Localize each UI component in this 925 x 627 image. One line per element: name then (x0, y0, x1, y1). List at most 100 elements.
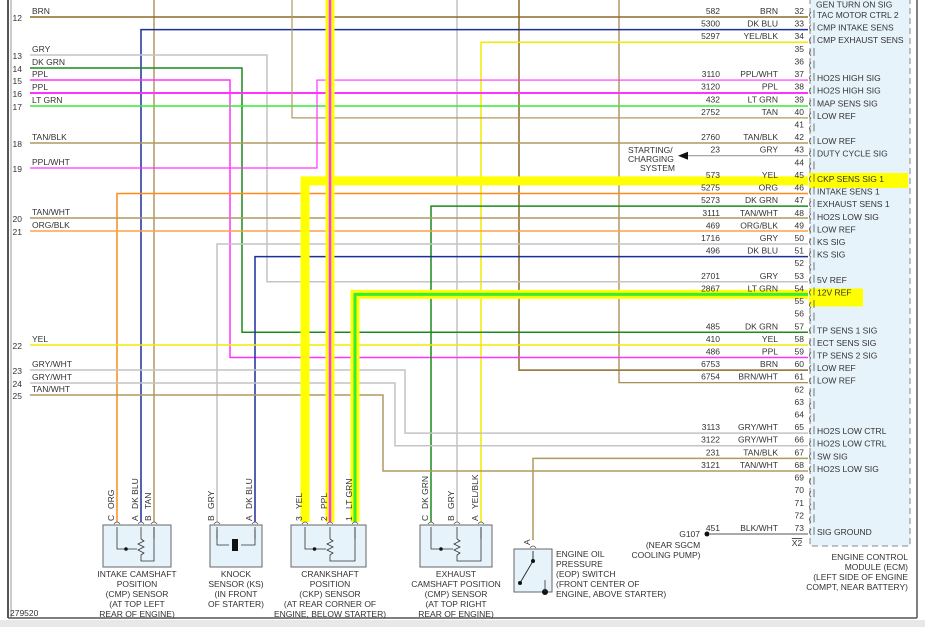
starting-charging-label: SYSTEM (640, 163, 675, 173)
wire-color-label: LT GRN (748, 94, 778, 104)
arrow-left-icon (678, 151, 688, 160)
left-pin-number: 13 (13, 51, 23, 61)
left-wire-color-label: TAN/WHT (32, 384, 70, 394)
sensor-label: CRANKSHAFT (301, 569, 359, 579)
connector-terminal-icon (809, 36, 812, 44)
sensor-label: REAR OF ENGINE) (99, 609, 175, 619)
connector-terminal-icon (809, 62, 812, 69)
ecm-pin-number: 72 (795, 510, 805, 520)
sensor-label: SENSOR (KS) (208, 579, 263, 589)
wire-25-68-tan-wht (30, 394, 808, 472)
circuit-number: 3122 (701, 435, 720, 445)
wire-color-label: YEL (762, 170, 778, 180)
sensor-terminal-icon (113, 521, 121, 525)
circuit-number: 486 (706, 346, 720, 356)
ecm-pin-function-label: CMP EXHAUST SENS (817, 35, 904, 45)
wire-color-label: GRY/WHT (738, 435, 778, 445)
connector-terminal-icon (809, 339, 812, 347)
sensor-terminal-icon (477, 521, 485, 525)
ecm-connector-id: X2 (792, 538, 803, 548)
ground-location-label: (NEAR SGCM (646, 540, 700, 550)
ecm-pin-function-label: EXHAUST SENS 1 (817, 199, 890, 209)
left-wire-color-label: BRN (32, 6, 50, 16)
left-wire-color-label: GRY/WHT (32, 372, 72, 382)
circuit-number: 2752 (701, 107, 720, 117)
left-pin-number: 25 (13, 391, 23, 401)
ecm-pin-number: 42 (795, 132, 805, 142)
sensor-wire-color: DK BLU (244, 478, 254, 509)
sensor-pin-letter: A (244, 515, 254, 521)
circuit-number: 496 (706, 246, 720, 256)
left-wire-color-label: GRY (32, 44, 51, 54)
ecm-pin-number: 60 (795, 359, 805, 369)
connector-terminal-icon (809, 289, 812, 296)
sensor-terminal-icon (301, 521, 309, 525)
connector-terminal-icon (809, 440, 812, 448)
resistor-icon (137, 527, 155, 562)
ecm-pin-function-label: CMP INTAKE SENS (817, 23, 894, 33)
junction-dot-icon (124, 547, 128, 551)
left-wire-color-label: TAN/WHT (32, 207, 70, 217)
ecm-pin-number: 53 (795, 271, 805, 281)
connector-terminal-icon (809, 390, 812, 397)
wire-color-label: PPL (762, 346, 778, 356)
sensor-wire-color: PPL (319, 493, 329, 509)
sensor-label: (CMP) SENSOR (425, 589, 488, 599)
sensor-terminal-icon (213, 521, 221, 525)
bottom-scrollbar[interactable] (0, 620, 925, 627)
ecm-pin-number: 36 (795, 56, 805, 66)
sensor-wire-color: GRY (206, 490, 216, 509)
ecm-pin-number: 66 (795, 435, 805, 445)
left-pin-number: 16 (13, 89, 23, 99)
diagram-id: 279520 (10, 608, 39, 618)
wire-51-dk-blu (254, 255, 808, 522)
ecm-pin-number: 40 (795, 107, 805, 117)
ecm-pin-number: 32 (795, 6, 805, 16)
circuit-number: 573 (706, 170, 720, 180)
sensor-wire-color: DK BLU (130, 478, 140, 509)
ecm-pin-number: 71 (795, 498, 805, 508)
wire-46-org (116, 192, 808, 522)
ecm-pin-number: 65 (795, 422, 805, 432)
circuit-number: 3121 (701, 460, 720, 470)
ecm-pin-number: 38 (795, 82, 805, 92)
ecm-pin-function-label: TP SENS 2 SIG (817, 350, 877, 360)
circuit-number: 582 (706, 6, 720, 16)
wire-33-dk-blu (140, 28, 808, 522)
connector-terminal-icon (809, 465, 812, 473)
wire-color-label: TAN/WHT (740, 208, 778, 218)
wire-color-label: TAN (762, 107, 778, 117)
sensor-label: KNOCK (221, 569, 252, 579)
sensor-label: (AT TOP RIGHT (425, 599, 486, 609)
sensor-terminal-icon (529, 545, 537, 549)
wire-color-label: TAN/WHT (740, 460, 778, 470)
left-wire-color-label: GRY/WHT (32, 359, 72, 369)
circuit-number: 2760 (701, 132, 720, 142)
circuit-number: 6753 (701, 359, 720, 369)
wire-color-label: TAN/BLK (743, 447, 778, 457)
sensor-terminal-icon (150, 521, 158, 525)
left-pin-number: 21 (13, 227, 23, 237)
wire-40-tan (291, 0, 808, 119)
sensor-label: POSITION (310, 579, 351, 589)
ecm-pin-function-label: TAC MOTOR CTRL 2 (817, 10, 899, 20)
wire-color-label: BRN (760, 359, 778, 369)
circuit-number: 1716 (701, 233, 720, 243)
ecm-pin-function-label: KS SIG (817, 250, 845, 260)
ecm-box (809, 0, 911, 547)
wire-color-label: BRN/WHT (738, 372, 778, 382)
ecm-pin-function-label: KS SIG (817, 237, 845, 247)
wire-24-66-gry-wht (30, 382, 808, 447)
wire-color-label: ORG (759, 183, 778, 193)
ecm-pin-function-label: HO2S LOW CTRL (817, 439, 887, 449)
ecm-pin-function-label: HO2S LOW SIG (817, 212, 879, 222)
left-pin-number: 24 (13, 379, 23, 389)
wire-50-gry (216, 243, 808, 522)
connector-terminal-icon (809, 478, 812, 485)
connector-terminal-icon (809, 125, 812, 132)
wire-54-lt-grn (353, 292, 808, 522)
sensor-label: (EOP) SWITCH (556, 569, 616, 579)
wire-60-brn (518, 0, 808, 371)
